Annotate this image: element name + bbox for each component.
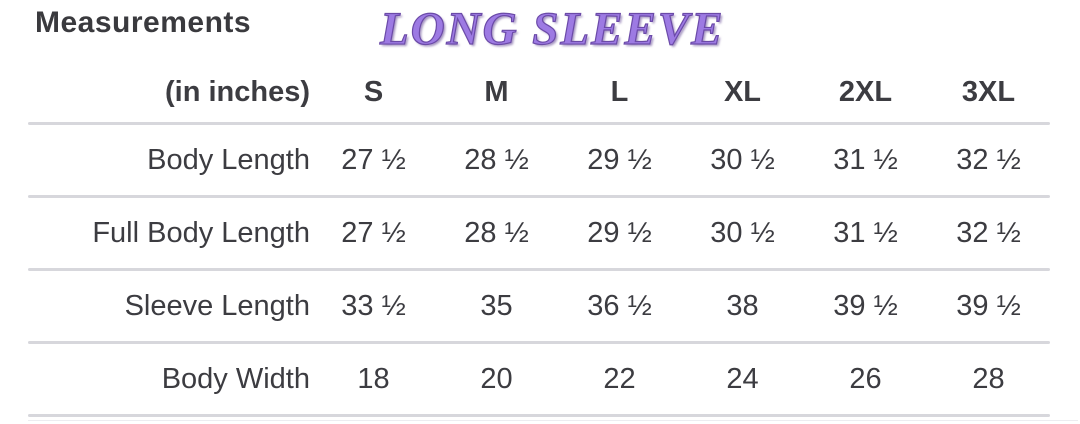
row-divider — [28, 195, 1050, 198]
cell-value: 39 ½ — [833, 289, 898, 322]
size-table: (in inches) S M L XL 2XL 3XL Body Length… — [0, 62, 1078, 421]
cell-value: 28 — [972, 362, 1005, 395]
size-header-s: S — [363, 75, 384, 108]
row-divider — [28, 268, 1050, 271]
cell-value: 27 ½ — [341, 216, 406, 249]
cell-value: 35 — [480, 289, 513, 322]
cell-value: 30 ½ — [710, 143, 775, 176]
row-label: Sleeve Length — [124, 289, 310, 322]
cell-value: 28 ½ — [464, 216, 529, 249]
cell-value: 26 — [849, 362, 882, 395]
cell-value: 36 ½ — [587, 289, 652, 322]
size-header-3xl: 3XL — [961, 75, 1016, 108]
size-header-xl: XL — [723, 75, 762, 108]
measurements-heading: Measurements — [35, 6, 252, 39]
cell-value: 29 ½ — [587, 143, 652, 176]
row-label: Body Width — [161, 362, 310, 395]
size-header-l: L — [610, 75, 629, 108]
cell-value: 31 ½ — [833, 216, 898, 249]
cell-value: 30 ½ — [710, 216, 775, 249]
cell-value: 33 ½ — [341, 289, 406, 322]
cell-value: 38 — [726, 289, 759, 322]
cell-value: 22 — [603, 362, 636, 395]
cell-value: 18 — [357, 362, 390, 395]
unit-label: (in inches) — [164, 75, 310, 108]
size-header-2xl: 2XL — [838, 75, 893, 108]
cell-value: 32 ½ — [956, 143, 1021, 176]
row-divider — [28, 341, 1050, 344]
row-label: Full Body Length — [92, 216, 310, 249]
cell-value: 32 ½ — [956, 216, 1021, 249]
cell-value: 28 ½ — [464, 143, 529, 176]
cell-value: 24 — [726, 362, 759, 395]
table-bottom-divider — [28, 414, 1078, 421]
cell-value: 27 ½ — [341, 143, 406, 176]
cell-value: 31 ½ — [833, 143, 898, 176]
cell-value: 39 ½ — [956, 289, 1021, 322]
page-title: LONG SLEEVE — [379, 2, 725, 55]
row-divider — [28, 122, 1050, 125]
size-header-m: M — [484, 75, 509, 108]
row-label: Body Length — [147, 143, 310, 176]
cell-value: 20 — [480, 362, 513, 395]
cell-value: 29 ½ — [587, 216, 652, 249]
